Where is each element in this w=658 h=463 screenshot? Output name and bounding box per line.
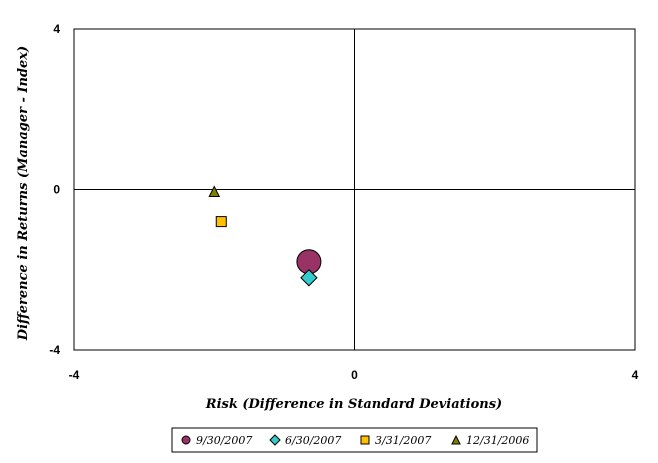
y-tick-label: 0 [53, 183, 60, 197]
x-tick-label: 4 [632, 368, 639, 382]
data-point-triangle [208, 185, 221, 198]
legend-label: 12/31/2006 [466, 434, 529, 447]
x-tick-label: -4 [69, 368, 80, 382]
y-tick-labels: 4 0 -4 [49, 22, 60, 357]
legend-items: 9/30/2007 6/30/2007 3/31/2007 12/31/2006 [181, 434, 529, 447]
legend-label: 9/30/2007 [196, 434, 252, 447]
legend-marker-triangle [451, 434, 461, 445]
legend-marker-square [360, 435, 370, 445]
data-point-diamond [300, 269, 318, 287]
legend-label: 6/30/2007 [285, 434, 341, 447]
legend-label: 3/31/2007 [375, 434, 431, 447]
y-axis-title: Difference in Returns (Manager - Index) [16, 46, 31, 341]
data-points [208, 185, 322, 287]
x-axis-title: Risk (Difference in Standard Deviations) [205, 397, 502, 412]
y-tick-label: 4 [53, 22, 60, 36]
legend: 9/30/2007 6/30/2007 3/31/2007 12/31/2006 [171, 427, 538, 453]
legend-marker-circle [181, 435, 191, 445]
legend-marker-diamond [269, 434, 281, 446]
data-point-square [215, 216, 227, 228]
legend-box [171, 427, 538, 453]
x-tick-label: 0 [351, 368, 358, 382]
y-tick-label: -4 [49, 343, 60, 357]
x-tick-labels: -4 0 4 [69, 368, 639, 382]
